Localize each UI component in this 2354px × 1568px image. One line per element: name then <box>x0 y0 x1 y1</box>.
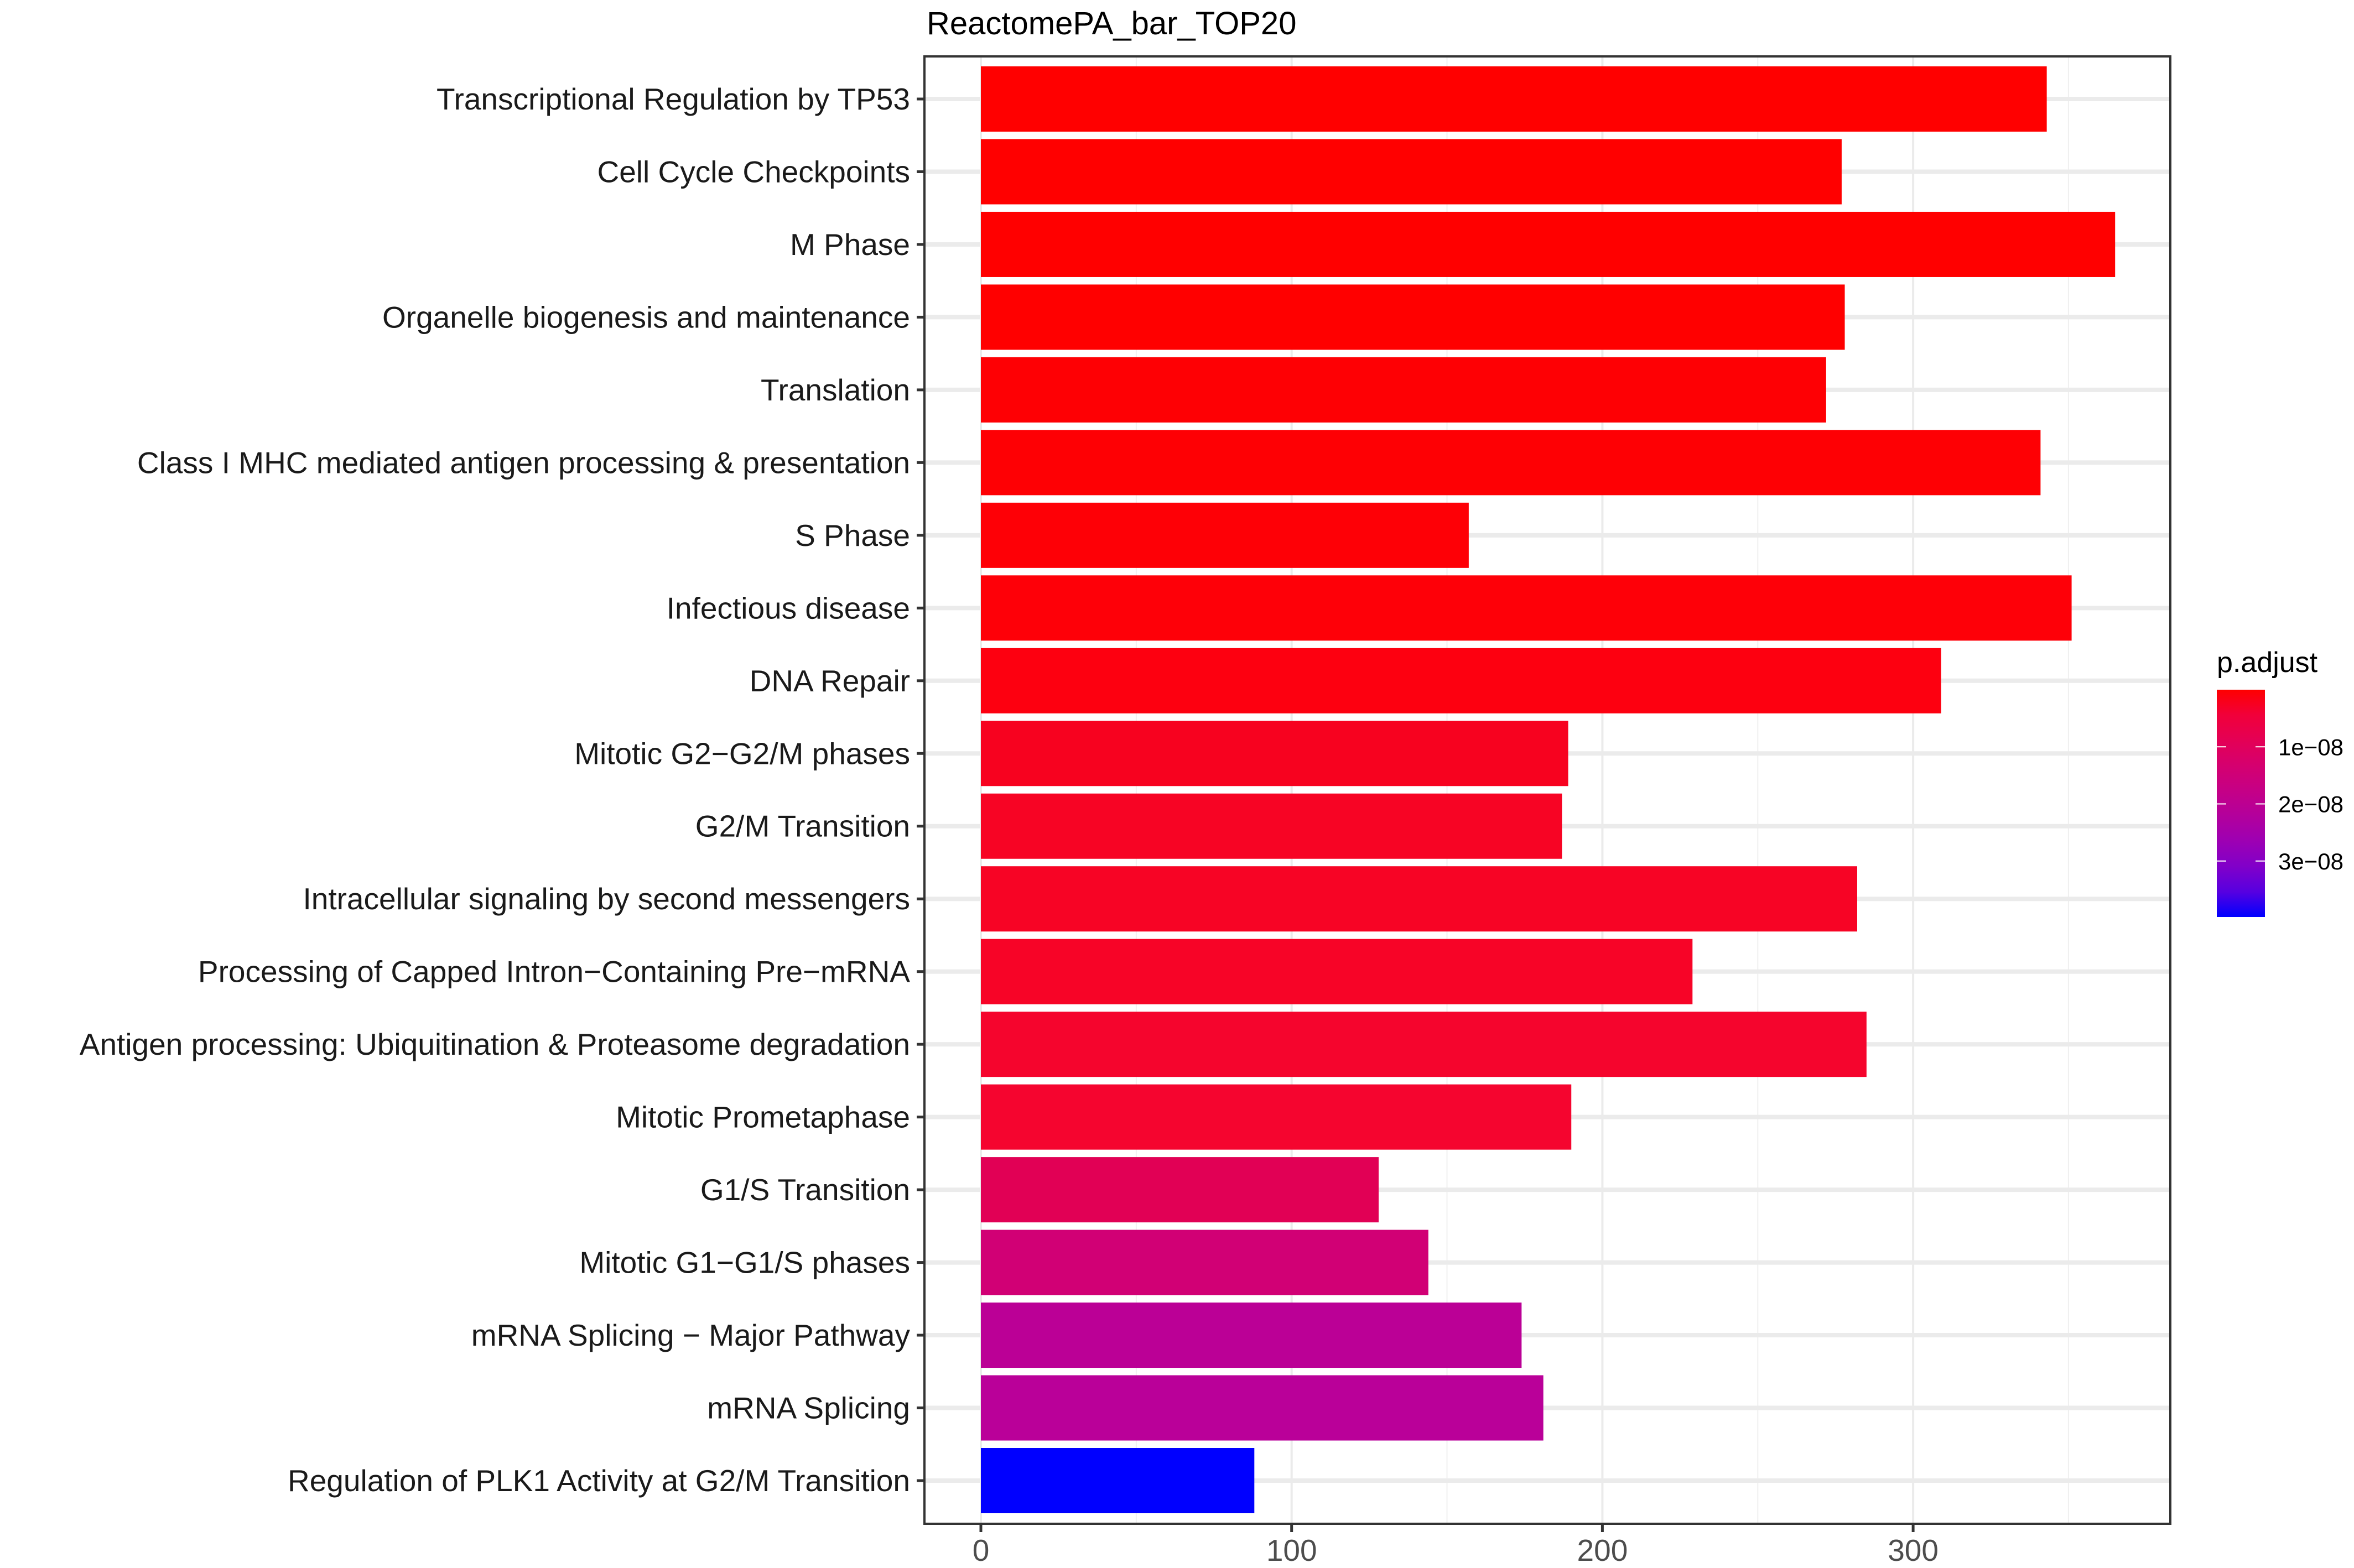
bar <box>981 648 1941 713</box>
y-tick-label: Mitotic G1−G1/S phases <box>579 1246 910 1280</box>
x-tick-label: 200 <box>1577 1533 1628 1567</box>
y-tick-label: M Phase <box>790 227 910 262</box>
bar <box>981 430 2041 496</box>
y-tick-label: Cell Cycle Checkpoints <box>597 154 911 189</box>
legend-title: p.adjust <box>2217 647 2318 679</box>
legend: p.adjust 1e−08 2e−08 3e−08 <box>2217 647 2343 917</box>
y-tick-label: G1/S Transition <box>700 1173 910 1207</box>
legend-ticks: 1e−08 2e−08 3e−08 <box>2217 734 2343 874</box>
y-tick-label: Transcriptional Regulation by TP53 <box>436 82 910 116</box>
x-tick-label: 300 <box>1888 1533 1939 1567</box>
bar <box>981 1375 1544 1441</box>
bar <box>981 793 1562 859</box>
bar <box>981 866 1857 932</box>
y-tick-label: Class I MHC mediated antigen processing … <box>137 445 910 480</box>
bar <box>981 1084 1572 1150</box>
bar <box>981 721 1568 786</box>
legend-colorbar <box>2217 690 2265 917</box>
y-tick-label: mRNA Splicing − Major Pathway <box>471 1318 911 1352</box>
bar <box>981 1230 1428 1295</box>
legend-tick-label: 3e−08 <box>2278 848 2343 874</box>
bar <box>981 575 2072 641</box>
x-axis: 0 100 200 300 <box>973 1524 1939 1567</box>
legend-tick-label: 1e−08 <box>2278 734 2343 760</box>
chart-title: ReactomePA_bar_TOP20 <box>927 6 1296 41</box>
y-tick-label: Intracellular signaling by second messen… <box>303 882 910 916</box>
y-tick-label: Organelle biogenesis and maintenance <box>382 300 910 334</box>
y-tick-label: Regulation of PLK1 Activity at G2/M Tran… <box>288 1463 910 1498</box>
legend-tick-label: 2e−08 <box>2278 791 2343 817</box>
y-tick-label: Translation <box>761 373 910 407</box>
bar <box>981 284 1845 350</box>
bar <box>981 502 1469 568</box>
x-tick-label: 100 <box>1266 1533 1317 1567</box>
panel-border <box>923 55 2171 1525</box>
bar <box>981 211 2116 277</box>
bar <box>981 1157 1379 1223</box>
y-tick-label: Mitotic G2−G2/M phases <box>574 736 910 770</box>
y-tick-label: Antigen processing: Ubiquitination & Pro… <box>80 1027 910 1061</box>
bars <box>981 66 2116 1513</box>
bar <box>981 1448 1255 1513</box>
bar <box>981 357 1826 423</box>
y-tick-label: G2/M Transition <box>695 809 910 843</box>
y-tick-label: Infectious disease <box>667 591 910 625</box>
y-tick-label: DNA Repair <box>750 664 910 698</box>
y-tick-label: Mitotic Prometaphase <box>616 1100 910 1134</box>
y-axis: Transcriptional Regulation by TP53 Cell C… <box>80 82 924 1498</box>
bar <box>981 1303 1522 1368</box>
y-tick-label: S Phase <box>795 518 910 553</box>
bar <box>981 1012 1867 1077</box>
bar <box>981 939 1693 1004</box>
y-tick-label: Processing of Capped Intron−Containing P… <box>198 955 910 989</box>
bar <box>981 66 2047 132</box>
y-tick-label: mRNA Splicing <box>707 1391 910 1425</box>
bar <box>981 139 1842 205</box>
x-tick-label: 0 <box>973 1533 990 1567</box>
